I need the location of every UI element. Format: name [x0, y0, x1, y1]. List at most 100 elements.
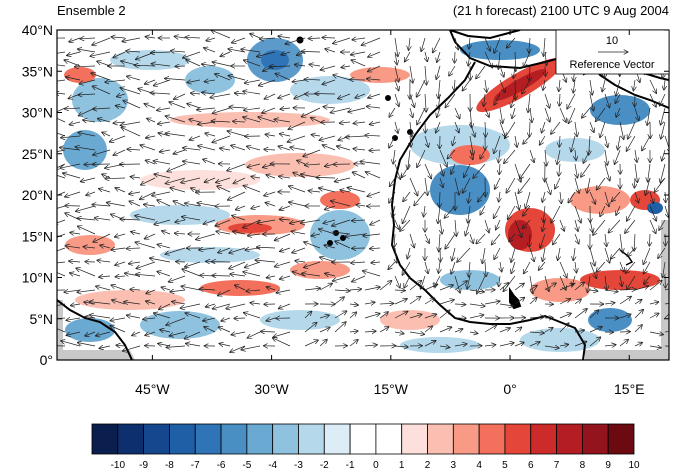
wind-arrow	[102, 132, 111, 136]
reference-vector-value: 10	[606, 35, 618, 47]
wind-arrow	[274, 261, 291, 267]
wind-arrow	[568, 107, 576, 124]
wind-arrow	[581, 163, 591, 177]
wind-arrow	[541, 121, 546, 133]
wind-arrow	[181, 286, 201, 291]
colorbar-label: -3	[294, 460, 303, 471]
wind-arrow	[663, 261, 665, 278]
wind-arrow	[83, 247, 96, 248]
wind-arrow	[351, 220, 366, 221]
wind-arrow	[127, 149, 141, 150]
wind-arrow	[409, 233, 414, 248]
wind-arrow	[204, 48, 216, 53]
wind-arrow	[568, 191, 576, 203]
colorbar-label: 9	[605, 460, 611, 471]
map-panel	[57, 30, 669, 360]
wind-arrow	[295, 261, 306, 262]
wind-arrow	[153, 161, 171, 165]
wind-arrow	[417, 149, 426, 168]
wind-arrow	[409, 280, 422, 291]
wind-arrow	[499, 275, 500, 287]
wind-arrow	[80, 177, 96, 182]
wind-arrow	[319, 283, 332, 291]
wind-arrow	[520, 163, 531, 179]
wind-arrow	[187, 80, 201, 83]
wind-arrow	[136, 274, 156, 276]
wind-arrow	[511, 261, 516, 274]
wind-arrow	[567, 93, 576, 109]
wind-arrow	[605, 149, 607, 165]
wind-arrow	[130, 289, 141, 290]
wind-arrow	[61, 136, 81, 138]
wind-arrow	[574, 309, 587, 319]
wind-arrow	[649, 93, 656, 107]
wind-arrow	[80, 38, 96, 39]
wind-arrow	[619, 314, 631, 319]
wind-arrow	[211, 30, 231, 39]
wind-arrow	[106, 203, 126, 207]
shade-blob	[493, 69, 547, 101]
wind-arrow	[334, 297, 344, 305]
wind-arrow	[338, 93, 351, 99]
wind-arrow	[274, 233, 291, 241]
wind-arrow	[529, 37, 530, 53]
wind-arrow	[229, 261, 246, 269]
wind-arrow	[559, 344, 569, 346]
wind-arrow	[96, 286, 111, 291]
wind-arrow	[469, 290, 484, 292]
wind-arrow	[424, 163, 431, 179]
wind-arrow	[292, 247, 306, 253]
wind-arrow	[602, 79, 605, 92]
wind-arrow	[370, 248, 381, 249]
wind-arrow	[353, 149, 366, 150]
wind-arrow	[544, 275, 549, 292]
wind-arrow	[525, 191, 531, 209]
wind-arrow	[394, 346, 408, 347]
wind-arrow	[514, 327, 522, 333]
wind-arrow	[304, 340, 318, 347]
colorbar-label: -2	[320, 460, 329, 471]
wind-arrow	[160, 330, 171, 332]
wind-arrow	[234, 318, 246, 319]
wind-arrow	[181, 177, 201, 183]
wind-arrow	[355, 93, 366, 98]
wind-arrow	[402, 261, 411, 275]
wind-arrow	[258, 117, 276, 123]
wind-arrow	[218, 289, 231, 296]
wind-arrow	[233, 177, 246, 184]
coastline-south-america	[57, 299, 133, 360]
wind-arrow	[514, 342, 524, 347]
wind-arrow	[469, 261, 470, 277]
wind-arrow	[147, 118, 156, 122]
wind-arrow	[589, 327, 602, 333]
wind-arrow	[69, 122, 81, 125]
wind-arrow	[273, 338, 291, 347]
wind-arrow	[290, 147, 306, 150]
wind-arrow	[499, 343, 514, 347]
wind-arrow	[542, 219, 545, 232]
colorbar-label: 2	[425, 460, 431, 471]
wind-arrow	[311, 234, 321, 236]
wind-arrow	[78, 133, 96, 137]
wind-arrow	[485, 261, 486, 277]
wind-arrow	[340, 190, 351, 192]
wind-arrow	[319, 339, 327, 347]
wind-arrow	[545, 149, 547, 166]
wind-arrow	[145, 331, 156, 336]
wind-arrow	[394, 290, 405, 291]
wind-arrow	[595, 107, 606, 122]
wind-arrow	[551, 205, 561, 223]
wind-arrow	[334, 177, 351, 182]
wind-arrow	[649, 205, 656, 221]
wind-arrow	[201, 64, 216, 66]
wind-arrow	[424, 341, 436, 347]
wind-arrow	[77, 226, 96, 235]
wind-arrow	[365, 135, 381, 136]
wind-arrow	[509, 233, 516, 242]
wind-arrow	[189, 135, 201, 140]
wind-arrow	[304, 322, 317, 333]
wind-arrow	[235, 205, 246, 210]
wind-arrow	[75, 147, 96, 151]
wind-arrow	[165, 247, 186, 254]
wind-arrow	[511, 93, 516, 108]
